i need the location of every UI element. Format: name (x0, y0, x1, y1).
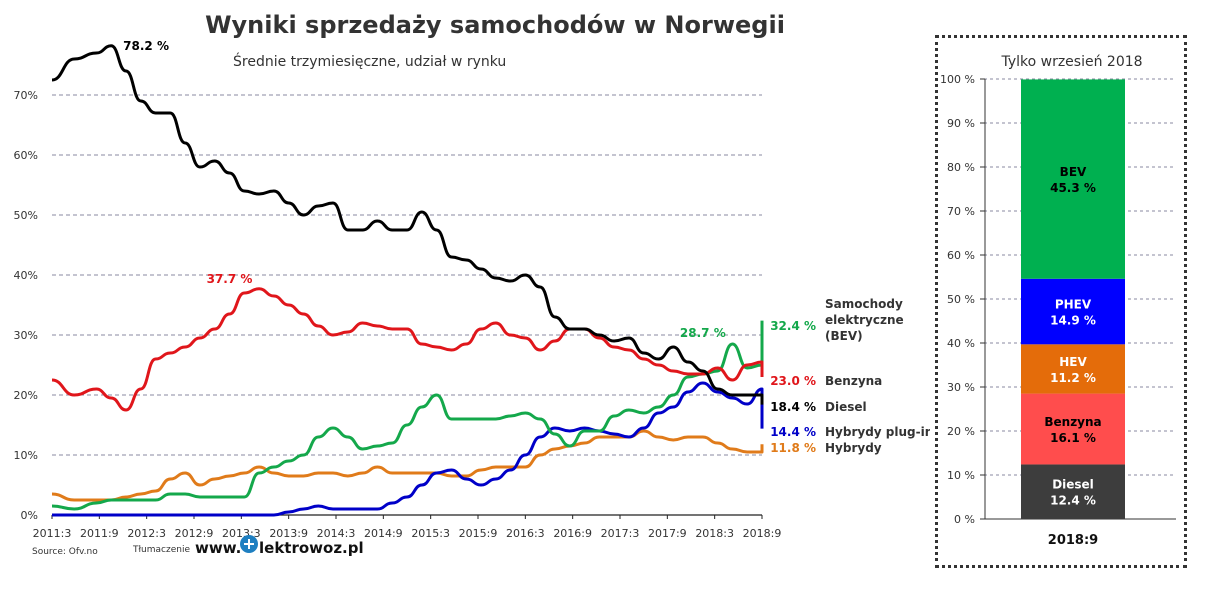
x-tick-label: 2013:9 (269, 527, 308, 540)
x-tick-label: 2012:3 (127, 527, 166, 540)
legend-entry: Diesel (825, 400, 867, 414)
bar-y-tick-label: 20 % (947, 425, 975, 438)
bar-y-tick-label: 40 % (947, 337, 975, 350)
series-line-2 (51, 320, 764, 511)
grid (52, 94, 762, 516)
annotations: 78.2 % 37.7 % 28.7 % (123, 39, 726, 340)
chart-title: Wyniki sprzedaży samochodów w Norwegii (205, 11, 785, 39)
bar-segment-diesel (1021, 464, 1125, 519)
annotation-label: 78.2 % (123, 39, 169, 53)
y-tick-label: 40% (14, 269, 38, 282)
legend-entry: Benzyna (825, 374, 882, 388)
end-labels: 32.4 % 23.0 % 18.4 % 14.4 % 11.8 % (770, 319, 816, 455)
main-line-chart: Wyniki sprzedaży samochodów w Norwegii Ś… (14, 11, 930, 557)
bar-y-tick-label: 100 % (940, 73, 975, 86)
y-tick-label: 20% (14, 389, 38, 402)
legend-entry: Samochody (825, 297, 903, 311)
series-lines (51, 44, 764, 517)
stacked-bar-chart: Tylko wrzesień 2018 0 % 10 % 20 % 30 % 40 % 5… (940, 54, 1176, 548)
bar-y-tick-label: 70 % (947, 205, 975, 218)
end-value-label: 32.4 % (770, 319, 816, 333)
end-value-label: 23.0 % (770, 374, 816, 388)
x-tick-label: 2018:9 (743, 527, 782, 540)
bar-segment-bev (1021, 79, 1125, 279)
legend-entry: (BEV) (825, 329, 863, 343)
bar-y-axis: 0 % 10 % 20 % 30 % 40 % 50 % 60 % 70 % 80 % 90 % 1… (940, 73, 1176, 526)
bar-y-tick-label: 60 % (947, 249, 975, 262)
y-tick-label: 10% (14, 449, 38, 462)
y-tick-label: 0% (21, 509, 38, 522)
x-tick-label: 2012:9 (175, 527, 214, 540)
x-tick-label: 2016:3 (506, 527, 545, 540)
bar-y-tick-label: 50 % (947, 293, 975, 306)
y-tick-label: 50% (14, 209, 38, 222)
y-tick-label: 60% (14, 149, 38, 162)
y-axis-ticks: 0% 10% 20% 30% 40% 50% 60% 70% (14, 89, 38, 522)
x-tick-label: 2011:9 (80, 527, 119, 540)
source-note: Source: Ofv.no (32, 547, 98, 557)
series-line-4 (51, 429, 764, 502)
september-2018-panel: Tylko wrzesień 2018 0 % 10 % 20 % 30 % 40 % 5… (935, 35, 1187, 568)
x-axis-ticks: 2011:3 2011:9 2012:3 2012:9 2013:3 2013:9 2014… (33, 515, 782, 540)
segment-value-label: 45.3 % (1050, 181, 1096, 195)
x-tick-label: 2011:3 (33, 527, 72, 540)
segment-name-label: Benzyna (1044, 415, 1101, 429)
bar-y-tick-label: 80 % (947, 161, 975, 174)
segment-name-label: BEV (1060, 165, 1087, 179)
segment-value-label: 11.2 % (1050, 371, 1096, 385)
bar-segment-hev (1021, 344, 1125, 394)
end-value-label: 11.8 % (770, 441, 816, 455)
elektrowoz-logo-icon (240, 535, 258, 553)
bar-y-tick-label: 90 % (947, 117, 975, 130)
chart-subtitle: Średnie trzymiesięczne, udział w rynku (233, 52, 506, 70)
segment-value-label: 14.9 % (1050, 314, 1096, 328)
x-tick-label: 2014:9 (364, 527, 403, 540)
segment-value-label: 12.4 % (1050, 494, 1096, 508)
segment-value-label: 16.1 % (1050, 431, 1096, 445)
bar-y-tick-label: 30 % (947, 381, 975, 394)
series-line-1 (51, 287, 764, 412)
legend-entry: Hybrydy (825, 441, 882, 455)
x-tick-label: 2017:3 (601, 527, 640, 540)
translation-note: Tłumaczenie (132, 545, 190, 555)
x-tick-label: 2014:3 (317, 527, 356, 540)
bar-category-labels: 2018:9 (1048, 533, 1098, 548)
x-tick-label: 2016:9 (553, 527, 592, 540)
x-tick-label: 2015:3 (411, 527, 450, 540)
website-prefix: www. (195, 539, 241, 557)
bar-y-tick-label: 10 % (947, 469, 975, 482)
annotation-label: 28.7 % (680, 326, 726, 340)
series-line-0 (51, 44, 764, 405)
bar-segment-benzyna (1021, 393, 1125, 465)
website-suffix: lektrowoz.pl (259, 539, 364, 557)
end-value-label: 18.4 % (770, 400, 816, 414)
y-tick-label: 30% (14, 329, 38, 342)
annotation-label: 37.7 % (207, 272, 253, 286)
y-tick-label: 70% (14, 89, 38, 102)
segment-name-label: HEV (1059, 355, 1087, 369)
bar-segment-phev (1021, 278, 1125, 345)
legend: Samochody elektryczne (BEV) Benzyna Diesel Hy… (825, 297, 930, 455)
bar-chart-title: Tylko wrzesień 2018 (1000, 54, 1142, 70)
bar-y-tick-label: 0 % (954, 513, 975, 526)
x-tick-label: 2015:9 (459, 527, 498, 540)
end-value-label: 14.4 % (770, 425, 816, 439)
legend-entry: Hybrydy plug-in (825, 425, 930, 439)
x-tick-label: 2017:9 (648, 527, 687, 540)
legend-entry: elektryczne (825, 313, 904, 327)
series-line-3 (52, 381, 764, 517)
bar-category-label: 2018:9 (1048, 533, 1098, 548)
segment-name-label: PHEV (1055, 298, 1092, 312)
segment-name-label: Diesel (1052, 478, 1094, 492)
stacked-bar-segments: Diesel 12.4 % Benzyna 16.1 % HEV 11.2 % PHEV 14… (1021, 79, 1125, 519)
x-tick-label: 2018:3 (695, 527, 734, 540)
